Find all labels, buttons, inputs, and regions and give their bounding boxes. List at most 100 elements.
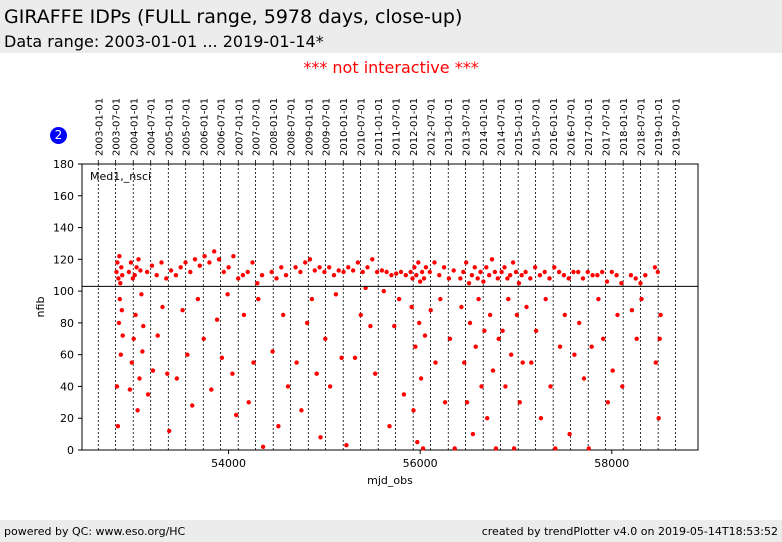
data-point xyxy=(509,352,514,357)
date-marker-label: 2007-01-01 xyxy=(234,98,245,156)
data-point xyxy=(576,269,581,275)
data-point xyxy=(615,312,620,318)
data-point xyxy=(489,257,495,262)
data-point xyxy=(114,384,120,389)
plot-number-badge: 2 xyxy=(50,127,67,144)
data-point xyxy=(137,376,142,381)
date-marker-label: 2005-07-01 xyxy=(182,98,193,156)
data-point xyxy=(360,269,365,275)
y-tick-label: 120 xyxy=(53,253,74,266)
data-point xyxy=(256,296,261,302)
data-point xyxy=(510,260,516,265)
data-point xyxy=(643,273,648,278)
data-point xyxy=(231,254,236,259)
date-marker-label: 2011-01-01 xyxy=(374,98,385,156)
data-point xyxy=(433,360,438,365)
data-point xyxy=(572,352,577,357)
data-point xyxy=(517,400,522,405)
data-point xyxy=(605,400,611,405)
data-point xyxy=(221,269,226,275)
data-point xyxy=(276,424,281,429)
data-point xyxy=(236,276,241,281)
data-point xyxy=(620,384,625,389)
date-marker-label: 2016-07-01 xyxy=(567,98,578,156)
data-point xyxy=(411,408,416,413)
date-marker-label: 2014-07-01 xyxy=(497,98,508,156)
data-point xyxy=(633,276,638,281)
date-marker-label: 2012-01-01 xyxy=(409,98,420,156)
data-point xyxy=(303,260,308,265)
data-point xyxy=(419,269,425,275)
y-tick-label: 40 xyxy=(60,380,74,393)
data-point xyxy=(655,269,660,275)
data-point xyxy=(548,384,553,389)
data-point xyxy=(119,265,124,270)
data-point xyxy=(462,360,467,365)
data-point xyxy=(412,265,417,270)
data-point xyxy=(341,269,346,275)
date-marker-label: 2015-07-01 xyxy=(532,98,543,156)
y-tick-label: 160 xyxy=(53,190,74,203)
data-point xyxy=(120,333,125,338)
date-marker-label: 2013-07-01 xyxy=(462,98,473,156)
date-marker-label: 2009-01-01 xyxy=(304,98,315,156)
data-point xyxy=(346,265,351,270)
data-point xyxy=(585,269,590,275)
date-marker-lines xyxy=(97,160,676,450)
data-point xyxy=(505,276,510,281)
data-point xyxy=(417,320,422,326)
data-point xyxy=(379,268,385,273)
data-point xyxy=(658,312,663,318)
data-point xyxy=(416,260,421,265)
data-point xyxy=(226,265,231,270)
data-point xyxy=(418,279,423,284)
data-point xyxy=(628,273,634,278)
data-point xyxy=(496,336,501,341)
data-point xyxy=(634,336,639,341)
data-point xyxy=(178,265,183,270)
data-point xyxy=(472,265,477,270)
data-point xyxy=(657,336,662,341)
data-point xyxy=(117,254,122,259)
data-point xyxy=(423,265,429,270)
data-point xyxy=(561,273,567,278)
date-marker-label: 2004-07-01 xyxy=(147,98,158,156)
data-point xyxy=(183,260,188,265)
data-point xyxy=(312,268,317,273)
data-point xyxy=(350,268,356,273)
data-point xyxy=(251,360,256,365)
date-marker-label: 2013-01-01 xyxy=(444,98,455,156)
data-point xyxy=(420,446,426,451)
data-point xyxy=(190,403,195,408)
data-point xyxy=(413,344,418,349)
date-marker-label: 2018-07-01 xyxy=(637,98,648,156)
data-point xyxy=(144,269,150,275)
data-point xyxy=(246,400,251,405)
data-point xyxy=(304,320,310,326)
footer-bar: powered by QC: www.eso.org/HC created by… xyxy=(0,520,782,542)
date-marker-label: 2006-01-01 xyxy=(199,98,210,156)
date-marker-label: 2011-07-01 xyxy=(392,98,403,156)
data-point xyxy=(466,281,472,286)
data-point xyxy=(547,276,552,281)
data-point xyxy=(225,292,230,297)
data-point xyxy=(604,279,610,284)
data-point xyxy=(128,260,134,265)
data-point xyxy=(374,269,380,275)
x-tick-label: 54000 xyxy=(211,457,246,470)
data-point xyxy=(447,336,453,341)
data-point xyxy=(596,296,601,302)
data-point xyxy=(408,269,413,275)
data-point xyxy=(446,276,452,281)
data-point xyxy=(464,400,470,405)
scatter-chart: 2003-01-01 2003-07-01 2004-01-01 2004-07-01… xyxy=(34,98,699,487)
data-point xyxy=(428,308,433,313)
data-point xyxy=(370,257,375,262)
data-point xyxy=(384,269,389,275)
data-point xyxy=(309,296,315,302)
data-point xyxy=(473,344,478,349)
data-point xyxy=(537,273,543,278)
data-point xyxy=(481,279,486,284)
data-point xyxy=(475,276,480,281)
data-point xyxy=(115,424,121,429)
